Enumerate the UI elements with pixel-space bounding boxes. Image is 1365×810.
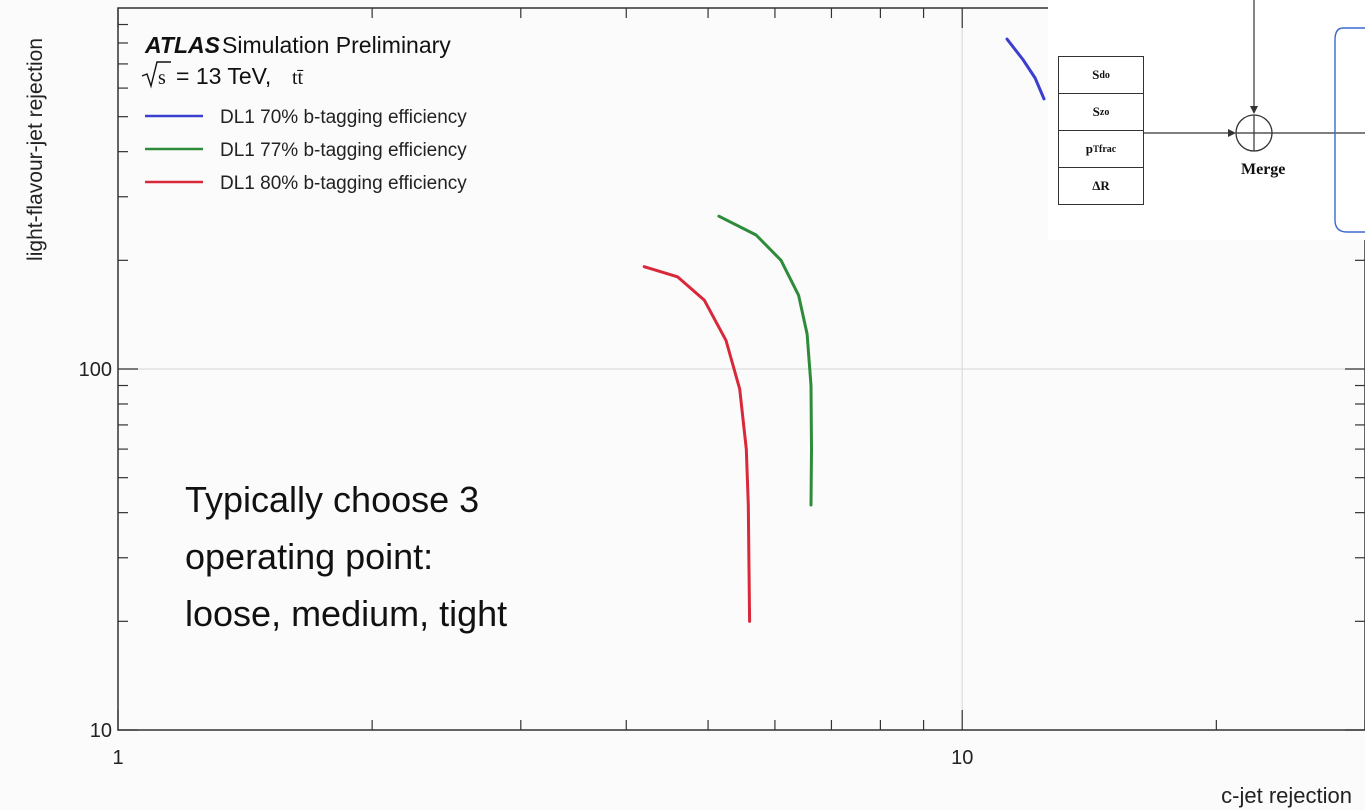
- simulation-label: Simulation Preliminary: [222, 32, 451, 58]
- next-block-outline: [1334, 27, 1365, 233]
- atlas-label: ATLAS: [144, 32, 221, 58]
- energy-label: = 13 TeV,: [176, 63, 271, 89]
- annotation-line-2: loose, medium, tight: [185, 593, 507, 634]
- x-axis-label: c-jet rejection: [1221, 783, 1352, 808]
- annotation-line-1: operating point:: [185, 536, 433, 577]
- y-axis-label: light-flavour-jet rejection: [24, 38, 47, 261]
- feature-delta-r: ΔR: [1092, 178, 1110, 193]
- legend-label-0: DL1 70% b-tagging efficiency: [220, 107, 467, 128]
- series-line-1: [717, 214, 813, 507]
- x-tick-label: 10: [951, 747, 973, 769]
- features-arrowhead: [1228, 129, 1236, 137]
- grid: [118, 8, 1365, 730]
- diagram-lines: [1143, 0, 1365, 233]
- sqrt-s-symbol: s: [141, 61, 171, 89]
- series-layer: [642, 37, 1046, 623]
- legend: DL1 70% b-tagging efficiency DL1 77% b-ta…: [145, 107, 467, 194]
- process-label: tt̄: [292, 67, 304, 89]
- annotation-line-0: Typically choose 3: [185, 479, 479, 520]
- merge-label: Merge: [1241, 161, 1286, 178]
- chart-header: ATLAS Simulation Preliminary s = 13 TeV,…: [141, 32, 451, 89]
- legend-label-2: DL1 80% b-tagging efficiency: [220, 173, 467, 194]
- input-arrowhead: [1250, 106, 1258, 114]
- y-tick-label: 10: [90, 720, 112, 742]
- legend-label-1: DL1 77% b-tagging efficiency: [220, 140, 467, 161]
- series-line-2: [642, 265, 752, 623]
- svg-text:s: s: [158, 67, 166, 89]
- x-tick-label: 1: [112, 747, 123, 769]
- y-tick-label: 100: [79, 359, 112, 381]
- series-line-0: [1005, 37, 1046, 101]
- annotation: Typically choose 3 operating point: loose,…: [185, 479, 507, 634]
